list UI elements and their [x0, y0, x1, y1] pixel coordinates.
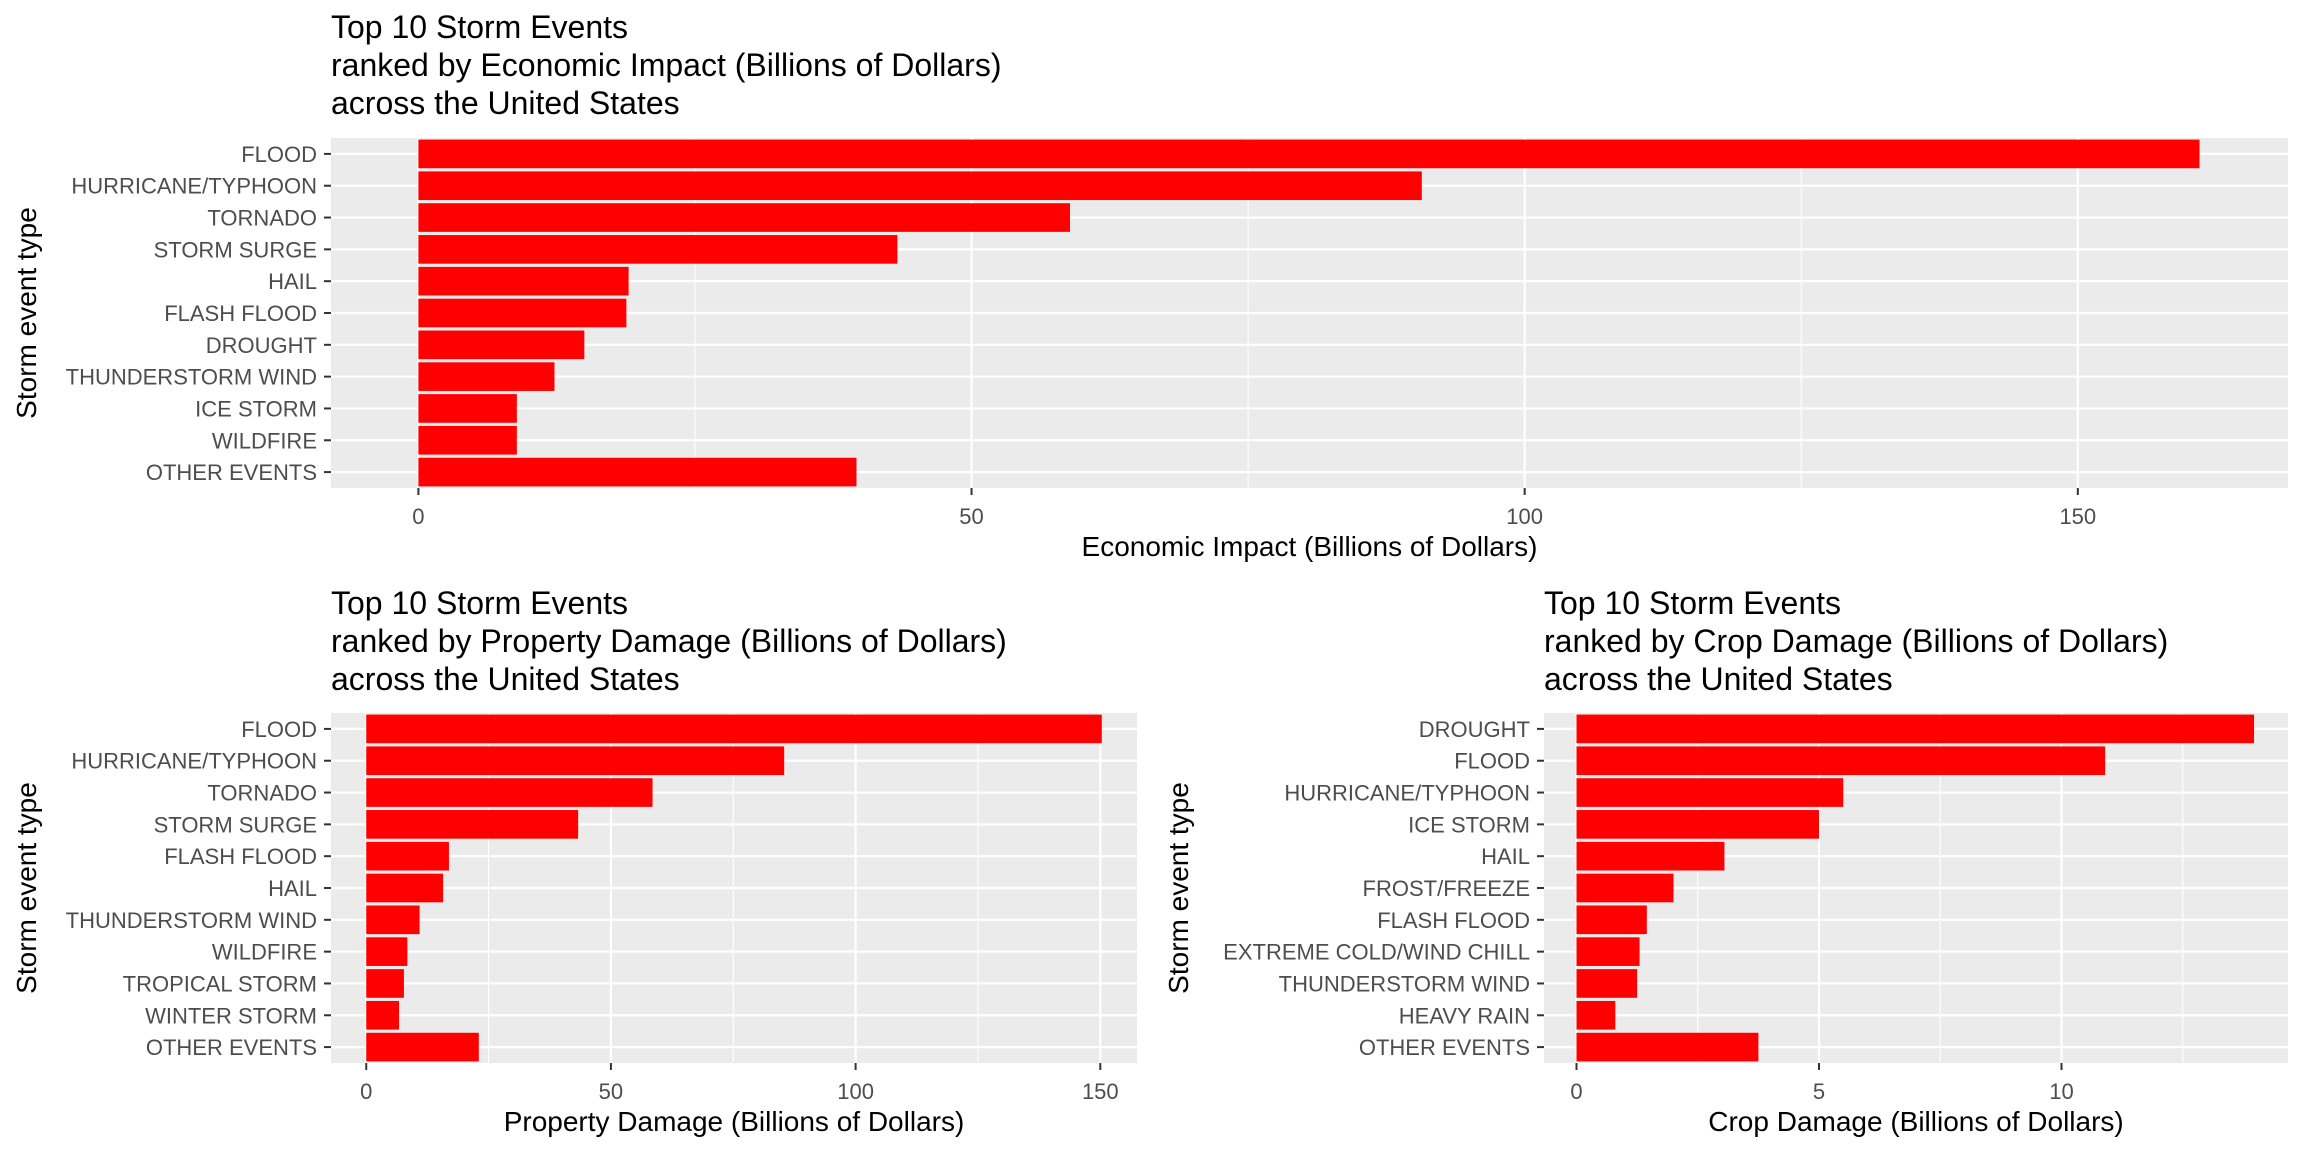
y-tick-label: FLOOD — [1454, 749, 1530, 774]
bar-thunderstorm-wind — [418, 362, 555, 391]
bar-extreme-cold-wind-chill — [1576, 937, 1640, 966]
y-tick-label: WINTER STORM — [145, 1003, 317, 1028]
y-tick-label: HAIL — [268, 876, 317, 901]
y-tick-label: FLOOD — [241, 717, 317, 742]
x-axis-title: Property Damage (Billions of Dollars) — [504, 1106, 965, 1137]
x-tick-label: 0 — [360, 1079, 372, 1104]
bar-wildfire — [366, 937, 408, 966]
bar-winter-storm — [366, 1000, 400, 1030]
chart-title-line-1: Top 10 Storm Events — [331, 9, 628, 45]
bar-thunderstorm-wind — [1576, 969, 1638, 998]
bar-ice-storm — [418, 394, 517, 423]
y-axis-title: Storm event type — [11, 782, 42, 994]
bar-flash-flood — [418, 298, 627, 328]
bar-hail — [418, 266, 629, 296]
bar-other-events — [1576, 1032, 1759, 1062]
x-tick-label: 150 — [1082, 1079, 1119, 1104]
x-axis-title: Crop Damage (Billions of Dollars) — [1708, 1106, 2123, 1137]
x-tick-label: 10 — [2049, 1079, 2073, 1104]
bar-flash-flood — [366, 841, 449, 871]
y-tick-label: STORM SURGE — [154, 812, 317, 837]
bar-storm-surge — [366, 810, 579, 839]
y-tick-label: HURRICANE/TYPHOON — [1284, 781, 1530, 806]
bar-hurricane-typhoon — [366, 746, 785, 776]
y-tick-label: EXTREME COLD/WIND CHILL — [1223, 940, 1530, 965]
bar-hurricane-typhoon — [418, 171, 1422, 201]
bar-hail — [366, 873, 444, 903]
y-tick-label: WILDFIRE — [212, 940, 317, 965]
y-tick-label: FLOOD — [241, 142, 317, 167]
x-tick-label: 100 — [1506, 504, 1543, 529]
bar-thunderstorm-wind — [366, 905, 420, 935]
y-tick-label: FLASH FLOOD — [164, 844, 317, 869]
bar-frost-freeze — [1576, 873, 1674, 903]
chart-title-line-1: Top 10 Storm Events — [1544, 585, 1841, 621]
bar-drought — [1576, 714, 2255, 744]
y-axis-title: Storm event type — [11, 207, 42, 419]
bar-wildfire — [418, 425, 517, 455]
y-tick-label: ICE STORM — [195, 396, 317, 421]
y-tick-label: THUNDERSTORM WIND — [66, 908, 317, 933]
y-tick-label: FLASH FLOOD — [164, 301, 317, 326]
chart-title-line-2: ranked by Crop Damage (Billions of Dolla… — [1544, 623, 2168, 659]
bar-flood — [1576, 746, 2106, 776]
y-axis-title: Storm event type — [1163, 782, 1194, 994]
x-axis-title: Economic Impact (Billions of Dollars) — [1082, 531, 1538, 562]
bar-ice-storm — [1576, 810, 1819, 839]
x-tick-label: 150 — [2059, 504, 2096, 529]
bar-tropical-storm — [366, 969, 404, 998]
chart-title-line-3: across the United States — [331, 661, 680, 697]
y-tick-label: ICE STORM — [1408, 812, 1530, 837]
bar-tornado — [366, 778, 653, 807]
x-tick-label: 50 — [959, 504, 983, 529]
bar-flood — [418, 139, 2200, 169]
y-tick-label: OTHER EVENTS — [146, 460, 317, 485]
y-tick-label: FLASH FLOOD — [1377, 908, 1530, 933]
bar-other-events — [366, 1032, 479, 1062]
bar-other-events — [418, 457, 857, 487]
y-tick-label: OTHER EVENTS — [1359, 1035, 1530, 1060]
chart-title-line-2: ranked by Economic Impact (Billions of D… — [331, 47, 1001, 83]
y-tick-label: STORM SURGE — [154, 237, 317, 262]
chart-title-line-3: across the United States — [331, 85, 680, 121]
y-tick-label: DROUGHT — [206, 333, 317, 358]
bar-hurricane-typhoon — [1576, 778, 1844, 807]
bar-storm-surge — [418, 235, 898, 264]
x-tick-label: 0 — [1570, 1079, 1582, 1104]
y-tick-label: THUNDERSTORM WIND — [1279, 971, 1530, 996]
bar-hail — [1576, 841, 1725, 871]
chart-title-line-2: ranked by Property Damage (Billions of D… — [331, 623, 1007, 659]
y-tick-label: WILDFIRE — [212, 428, 317, 453]
bar-flash-flood — [1576, 905, 1647, 935]
y-tick-label: HURRICANE/TYPHOON — [71, 174, 317, 199]
x-tick-label: 50 — [599, 1079, 623, 1104]
chart-title-line-1: Top 10 Storm Events — [331, 585, 628, 621]
x-tick-label: 0 — [412, 504, 424, 529]
bar-flood — [366, 714, 1102, 744]
y-tick-label: FROST/FREEZE — [1363, 876, 1530, 901]
chart-title-line-3: across the United States — [1544, 661, 1893, 697]
x-tick-label: 100 — [837, 1079, 874, 1104]
x-tick-label: 5 — [1813, 1079, 1825, 1104]
y-tick-label: OTHER EVENTS — [146, 1035, 317, 1060]
y-tick-label: TORNADO — [207, 781, 317, 806]
y-tick-label: DROUGHT — [1419, 717, 1530, 742]
bar-tornado — [418, 203, 1070, 232]
y-tick-label: HAIL — [268, 269, 317, 294]
bar-drought — [418, 330, 585, 360]
y-tick-label: TORNADO — [207, 206, 317, 231]
y-tick-label: HAIL — [1481, 844, 1530, 869]
bar-heavy-rain — [1576, 1000, 1616, 1030]
y-tick-label: HEAVY RAIN — [1399, 1003, 1530, 1028]
y-tick-label: THUNDERSTORM WIND — [66, 365, 317, 390]
y-tick-label: TROPICAL STORM — [123, 971, 317, 996]
y-tick-label: HURRICANE/TYPHOON — [71, 749, 317, 774]
